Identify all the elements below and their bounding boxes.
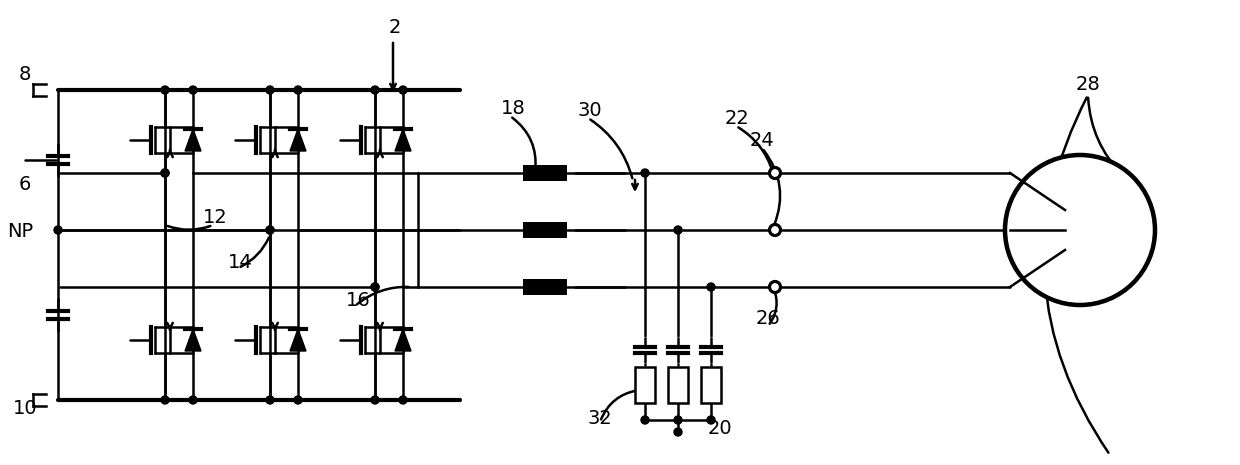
Text: 2: 2 bbox=[389, 19, 402, 38]
Polygon shape bbox=[396, 129, 410, 151]
Text: 28: 28 bbox=[1075, 75, 1100, 94]
Circle shape bbox=[641, 416, 649, 424]
Text: 10: 10 bbox=[12, 399, 37, 418]
Circle shape bbox=[267, 226, 274, 234]
Text: 6: 6 bbox=[19, 175, 31, 194]
Circle shape bbox=[161, 169, 169, 177]
Circle shape bbox=[675, 428, 682, 436]
Polygon shape bbox=[290, 329, 306, 351]
Circle shape bbox=[188, 86, 197, 94]
Bar bbox=[523, 222, 567, 238]
Circle shape bbox=[707, 416, 715, 424]
Text: 12: 12 bbox=[202, 208, 227, 227]
Circle shape bbox=[371, 396, 379, 404]
Text: 24: 24 bbox=[750, 131, 774, 150]
Text: 18: 18 bbox=[501, 99, 526, 118]
Circle shape bbox=[371, 86, 379, 94]
Circle shape bbox=[371, 283, 379, 291]
Bar bbox=[523, 165, 567, 181]
Circle shape bbox=[675, 416, 682, 424]
Polygon shape bbox=[185, 129, 201, 151]
Circle shape bbox=[707, 283, 715, 291]
Circle shape bbox=[675, 226, 682, 234]
Circle shape bbox=[770, 225, 780, 235]
Text: 32: 32 bbox=[588, 408, 613, 427]
Text: NP: NP bbox=[7, 222, 33, 241]
Circle shape bbox=[770, 167, 780, 179]
Circle shape bbox=[55, 226, 62, 234]
Circle shape bbox=[294, 86, 303, 94]
Circle shape bbox=[267, 86, 274, 94]
Polygon shape bbox=[290, 129, 306, 151]
Text: 30: 30 bbox=[578, 100, 603, 120]
Text: 8: 8 bbox=[19, 66, 31, 85]
Circle shape bbox=[399, 86, 407, 94]
Bar bbox=[523, 279, 567, 295]
Circle shape bbox=[294, 396, 303, 404]
Bar bbox=[701, 367, 720, 403]
Polygon shape bbox=[185, 329, 201, 351]
Bar bbox=[635, 367, 655, 403]
Circle shape bbox=[641, 169, 649, 177]
Circle shape bbox=[188, 396, 197, 404]
Circle shape bbox=[267, 226, 274, 234]
Polygon shape bbox=[396, 329, 410, 351]
Text: 16: 16 bbox=[346, 291, 371, 310]
Circle shape bbox=[1004, 155, 1154, 305]
Text: 22: 22 bbox=[724, 108, 749, 127]
Text: 20: 20 bbox=[708, 418, 733, 438]
Circle shape bbox=[161, 169, 169, 177]
Circle shape bbox=[371, 283, 379, 291]
Text: 14: 14 bbox=[228, 252, 253, 272]
Circle shape bbox=[770, 281, 780, 292]
Circle shape bbox=[267, 396, 274, 404]
Bar bbox=[668, 367, 688, 403]
Circle shape bbox=[161, 396, 169, 404]
Circle shape bbox=[399, 396, 407, 404]
Circle shape bbox=[161, 86, 169, 94]
Text: 26: 26 bbox=[755, 308, 780, 327]
